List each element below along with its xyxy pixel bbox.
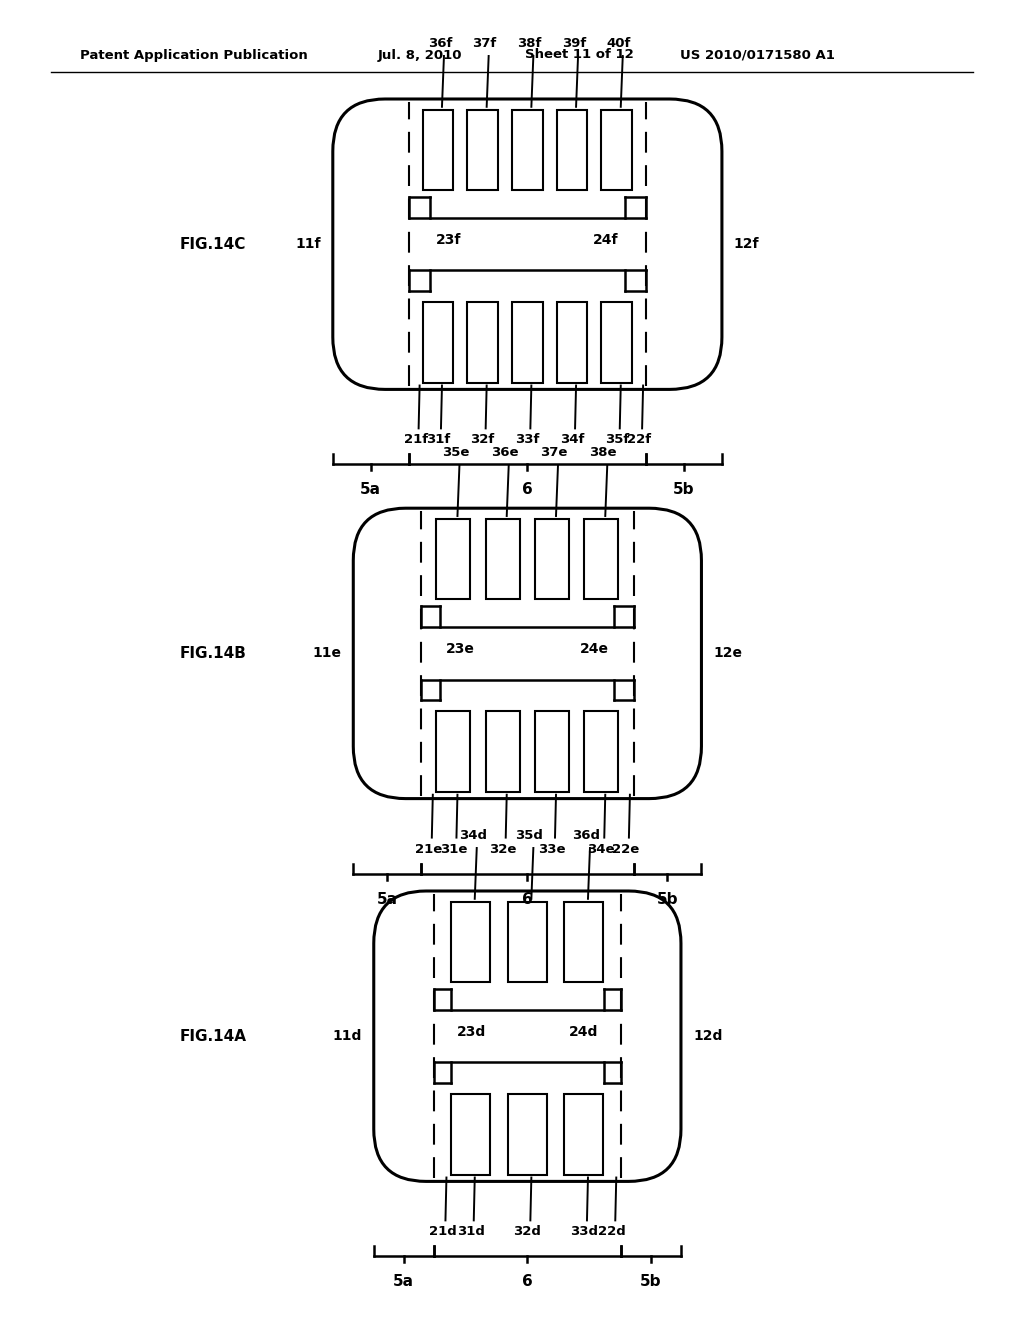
- Text: 33e: 33e: [539, 842, 565, 855]
- Bar: [535, 519, 569, 599]
- Text: 33d: 33d: [570, 1225, 598, 1238]
- Text: 34e: 34e: [588, 842, 615, 855]
- Text: Sheet 11 of 12: Sheet 11 of 12: [525, 49, 634, 62]
- Text: 32f: 32f: [471, 433, 495, 446]
- Text: 35d: 35d: [515, 829, 544, 842]
- Text: 6: 6: [522, 1274, 532, 1290]
- Text: 36d: 36d: [572, 829, 600, 842]
- Text: 5a: 5a: [377, 891, 397, 907]
- Text: 22e: 22e: [612, 842, 640, 855]
- Text: 36e: 36e: [490, 446, 518, 459]
- Text: 11e: 11e: [312, 647, 341, 660]
- Text: 38f: 38f: [517, 37, 542, 50]
- Text: 23f: 23f: [436, 234, 462, 247]
- Text: 11d: 11d: [333, 1030, 361, 1043]
- Text: 6: 6: [522, 891, 532, 907]
- Bar: [557, 110, 588, 190]
- Bar: [485, 711, 520, 792]
- Bar: [585, 711, 618, 792]
- Text: 31e: 31e: [439, 842, 467, 855]
- Text: 22d: 22d: [598, 1225, 626, 1238]
- Text: 5b: 5b: [673, 482, 694, 498]
- Text: 31f: 31f: [426, 433, 451, 446]
- Text: 37e: 37e: [541, 446, 567, 459]
- Text: 35e: 35e: [441, 446, 469, 459]
- Bar: [564, 1094, 603, 1175]
- Bar: [601, 302, 632, 383]
- Text: 36f: 36f: [428, 37, 453, 50]
- Bar: [508, 1094, 547, 1175]
- Text: 35f: 35f: [604, 433, 629, 446]
- Text: FIG.14A: FIG.14A: [179, 1028, 246, 1044]
- Text: 21d: 21d: [429, 1225, 457, 1238]
- Text: 22f: 22f: [627, 433, 651, 446]
- Text: 23d: 23d: [457, 1026, 485, 1039]
- Text: 34d: 34d: [459, 829, 486, 842]
- Text: 34f: 34f: [560, 433, 585, 446]
- Bar: [467, 110, 498, 190]
- Text: 5a: 5a: [393, 1274, 415, 1290]
- Text: 23e: 23e: [446, 643, 475, 656]
- FancyBboxPatch shape: [374, 891, 681, 1181]
- Text: 12f: 12f: [734, 238, 760, 251]
- Text: FIG.14C: FIG.14C: [179, 236, 246, 252]
- Bar: [535, 711, 569, 792]
- Bar: [512, 302, 543, 383]
- Text: 21e: 21e: [415, 842, 442, 855]
- Text: 32d: 32d: [513, 1225, 542, 1238]
- Bar: [512, 110, 543, 190]
- Bar: [585, 519, 618, 599]
- FancyBboxPatch shape: [353, 508, 701, 799]
- Text: 24f: 24f: [593, 234, 618, 247]
- Bar: [452, 902, 490, 982]
- Bar: [467, 302, 498, 383]
- Bar: [436, 711, 470, 792]
- Bar: [423, 110, 454, 190]
- Text: 6: 6: [522, 482, 532, 498]
- Text: 5b: 5b: [656, 891, 678, 907]
- Text: 5a: 5a: [360, 482, 381, 498]
- Text: 24d: 24d: [568, 1026, 598, 1039]
- Text: 31d: 31d: [457, 1225, 484, 1238]
- Bar: [423, 302, 454, 383]
- Text: 12e: 12e: [714, 647, 742, 660]
- Bar: [436, 519, 470, 599]
- Bar: [508, 902, 547, 982]
- Text: 11f: 11f: [295, 238, 321, 251]
- Text: FIG.14B: FIG.14B: [179, 645, 246, 661]
- Bar: [564, 902, 603, 982]
- Text: Patent Application Publication: Patent Application Publication: [80, 49, 308, 62]
- Text: 38e: 38e: [590, 446, 617, 459]
- Text: 24e: 24e: [580, 643, 608, 656]
- Text: US 2010/0171580 A1: US 2010/0171580 A1: [680, 49, 835, 62]
- Text: 33f: 33f: [515, 433, 540, 446]
- Text: 40f: 40f: [606, 37, 631, 50]
- FancyBboxPatch shape: [333, 99, 722, 389]
- Text: 12d: 12d: [693, 1030, 722, 1043]
- Text: 5b: 5b: [640, 1274, 662, 1290]
- Text: 21f: 21f: [403, 433, 428, 446]
- Text: 37f: 37f: [472, 37, 497, 50]
- Text: 39f: 39f: [562, 37, 586, 50]
- Bar: [485, 519, 520, 599]
- Bar: [452, 1094, 490, 1175]
- Text: 32e: 32e: [489, 842, 516, 855]
- Bar: [601, 110, 632, 190]
- Text: Jul. 8, 2010: Jul. 8, 2010: [378, 49, 463, 62]
- Bar: [557, 302, 588, 383]
